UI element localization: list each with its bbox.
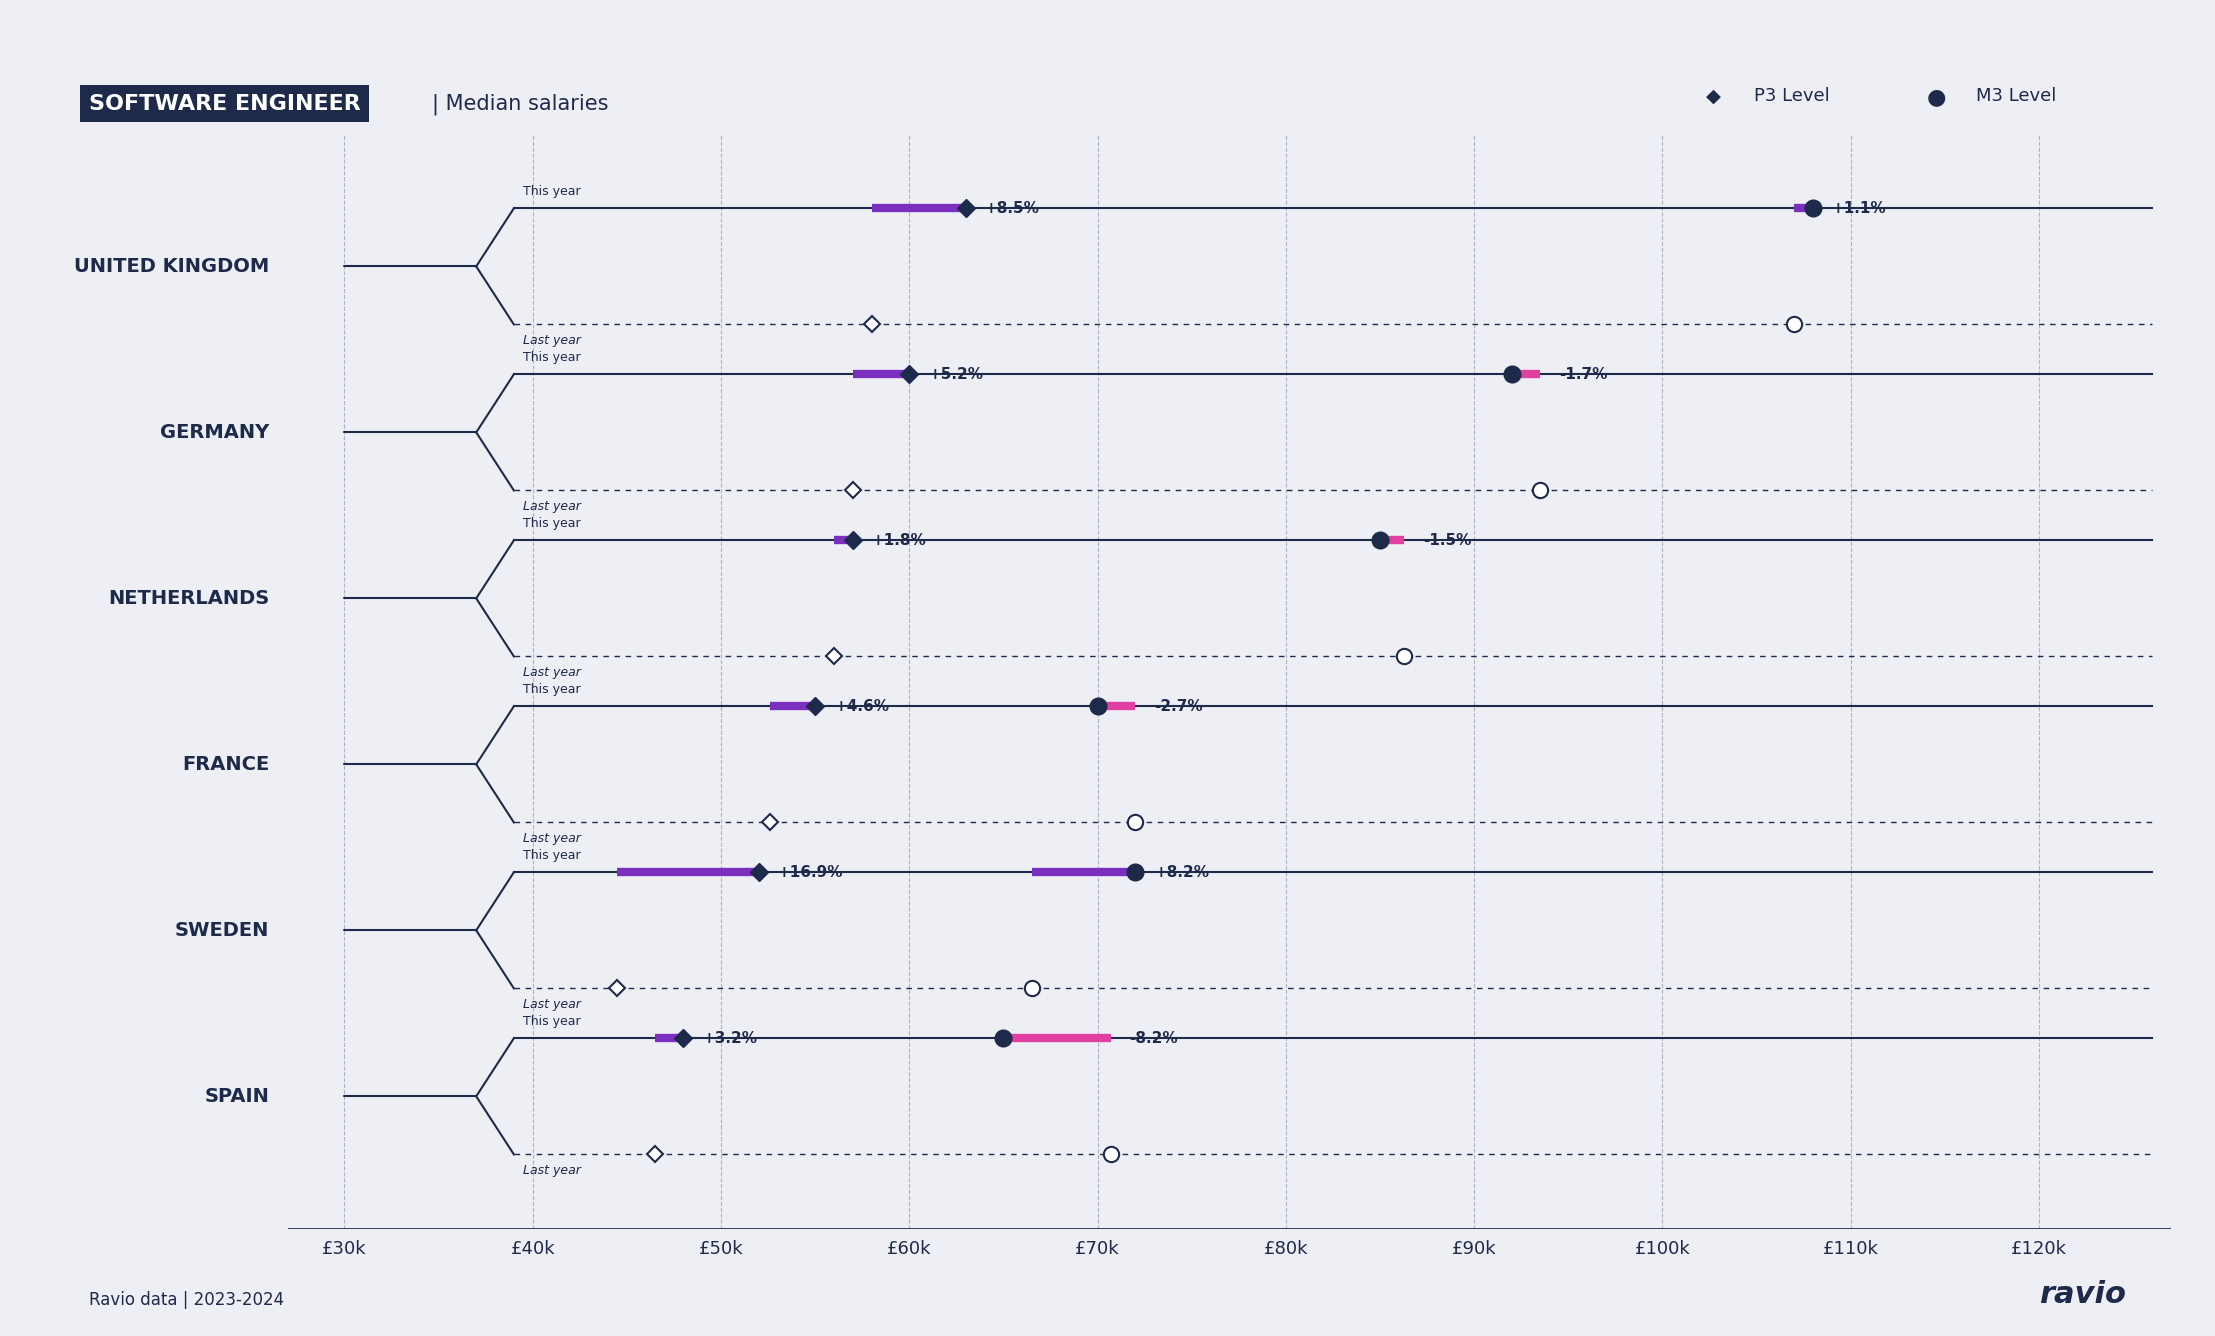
Text: This year: This year: [523, 1015, 580, 1029]
Text: Ravio data | 2023-2024: Ravio data | 2023-2024: [89, 1292, 284, 1309]
Text: -1.5%: -1.5%: [1424, 533, 1471, 548]
Text: Last year: Last year: [523, 501, 580, 513]
Text: -1.7%: -1.7%: [1559, 367, 1608, 382]
Text: ●: ●: [1927, 87, 1947, 107]
Text: SWEDEN: SWEDEN: [175, 921, 270, 939]
Text: M3 Level: M3 Level: [1976, 87, 2056, 104]
Text: P3 Level: P3 Level: [1754, 87, 1830, 104]
Text: +4.6%: +4.6%: [833, 699, 888, 713]
Text: +1.1%: +1.1%: [1832, 200, 1887, 216]
Text: This year: This year: [523, 186, 580, 198]
Text: +1.8%: +1.8%: [873, 533, 926, 548]
Text: GERMANY: GERMANY: [159, 424, 270, 442]
Text: ◆: ◆: [1706, 87, 1721, 106]
Text: SOFTWARE ENGINEER: SOFTWARE ENGINEER: [89, 94, 361, 114]
Text: Last year: Last year: [523, 334, 580, 347]
Text: Last year: Last year: [523, 998, 580, 1011]
Text: +5.2%: +5.2%: [928, 367, 983, 382]
Text: -8.2%: -8.2%: [1130, 1031, 1178, 1046]
Text: +8.2%: +8.2%: [1154, 864, 1209, 879]
Text: Last year: Last year: [523, 832, 580, 846]
Text: +16.9%: +16.9%: [777, 864, 844, 879]
Text: This year: This year: [523, 683, 580, 696]
Text: This year: This year: [523, 517, 580, 530]
Text: +3.2%: +3.2%: [702, 1031, 758, 1046]
Text: ravio: ravio: [2040, 1280, 2126, 1309]
Text: Last year: Last year: [523, 667, 580, 680]
Text: +8.5%: +8.5%: [983, 200, 1039, 216]
Text: This year: This year: [523, 351, 580, 365]
Text: Last year: Last year: [523, 1165, 580, 1177]
Text: NETHERLANDS: NETHERLANDS: [109, 589, 270, 608]
Text: This year: This year: [523, 850, 580, 862]
Text: FRANCE: FRANCE: [182, 755, 270, 774]
Text: -2.7%: -2.7%: [1154, 699, 1203, 713]
Text: UNITED KINGDOM: UNITED KINGDOM: [73, 257, 270, 277]
Text: | Median salaries: | Median salaries: [432, 94, 609, 115]
Text: SPAIN: SPAIN: [204, 1086, 270, 1106]
